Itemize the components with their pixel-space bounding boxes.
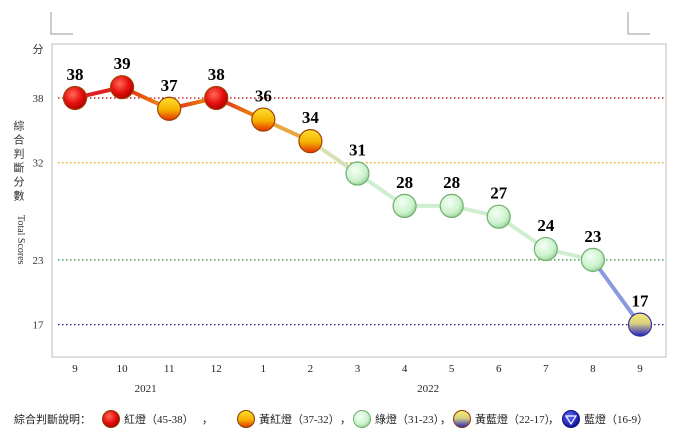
legend-item-label: 黃藍燈（22-17） <box>475 412 556 426</box>
y-axis-title-cn: 綜合判斷分數 <box>12 119 25 204</box>
year-label: 2022 <box>417 383 439 395</box>
data-point <box>345 161 370 186</box>
series-line <box>73 85 642 327</box>
x-axis-ticks: 9 10 11 12 1 2 3 4 5 6 7 8 9 <box>72 363 643 375</box>
y-tick-label: 17 <box>33 320 45 332</box>
year-labels: 2021 2022 <box>135 383 440 395</box>
page-corner-marks <box>50 12 650 35</box>
data-label: 38 <box>67 65 84 84</box>
legend: 綜合判斷說明： 紅燈（45-38），黃紅燈（37-32），綠燈（31-23）， 黃藍… <box>14 410 648 428</box>
x-tick-label: 4 <box>402 363 408 375</box>
data-point <box>298 129 323 154</box>
x-tick-label: 12 <box>211 363 222 375</box>
legend-item-label: 紅燈（45-38） <box>124 412 194 426</box>
data-point <box>533 236 558 262</box>
data-point <box>627 312 653 337</box>
legend-separator: ， <box>548 414 559 426</box>
data-point <box>392 193 417 218</box>
x-tick-label: 6 <box>496 363 502 375</box>
data-point <box>439 193 464 218</box>
y-unit-label: 分 <box>33 43 44 56</box>
x-tick-label: 8 <box>590 363 596 375</box>
data-point <box>486 204 511 229</box>
data-label: 31 <box>349 141 366 160</box>
y-tick-label: 38 <box>33 93 45 105</box>
x-tick-label: 9 <box>72 363 78 375</box>
series-segment <box>590 257 642 327</box>
legend-separator: ， <box>440 414 451 426</box>
data-label: 34 <box>302 108 320 127</box>
y-axis-title-en: Total Scores <box>15 215 26 265</box>
data-labels: 38 39 37 38 36 34 31 28 28 27 24 23 17 <box>67 54 650 310</box>
y-tick-label: 32 <box>33 158 44 170</box>
down-triangle-icon <box>564 415 578 426</box>
x-tick-label: 11 <box>164 363 175 375</box>
green-light-icon <box>353 410 371 428</box>
yellow-red-light-icon <box>237 410 255 428</box>
data-label: 28 <box>443 173 460 192</box>
data-label: 38 <box>208 65 225 84</box>
y-tick-label: 23 <box>33 255 45 267</box>
yellow-blue-light-icon <box>453 410 471 428</box>
x-tick-label: 9 <box>637 363 643 375</box>
legend-separator: ， <box>340 414 351 426</box>
data-point <box>109 75 135 100</box>
x-tick-label: 3 <box>355 363 361 375</box>
data-point <box>580 247 606 272</box>
x-tick-label: 10 <box>117 363 129 375</box>
data-label: 24 <box>537 216 555 235</box>
year-label: 2021 <box>135 383 157 395</box>
red-light-icon <box>102 410 120 428</box>
data-label: 37 <box>161 76 179 95</box>
data-label: 28 <box>396 173 413 192</box>
legend-item-label: 綠燈（31-23） <box>375 412 445 426</box>
data-label: 17 <box>632 292 650 311</box>
data-label: 23 <box>584 227 601 246</box>
blue-light-icon <box>562 410 580 428</box>
x-tick-label: 5 <box>449 363 455 375</box>
x-tick-label: 1 <box>261 363 267 375</box>
legend-separator: ， <box>202 414 213 426</box>
data-label: 27 <box>490 184 508 203</box>
series-points <box>62 75 653 337</box>
x-tick-label: 2 <box>308 363 314 375</box>
x-tick-label: 7 <box>543 363 549 375</box>
threshold-lines <box>58 97 664 326</box>
legend-item-label: 黃紅燈（37-32） <box>259 412 340 426</box>
plot-frame <box>51 43 667 358</box>
data-point <box>157 96 182 121</box>
legend-title: 綜合判斷說明： <box>14 412 91 426</box>
data-label: 39 <box>114 54 131 73</box>
data-point <box>204 85 229 111</box>
y-axis-ticks: 17 23 32 38 <box>33 93 45 332</box>
data-point <box>62 85 88 111</box>
data-point <box>251 107 276 132</box>
legend-item-label: 藍燈（16-9） <box>584 412 648 426</box>
data-label: 36 <box>255 87 272 106</box>
